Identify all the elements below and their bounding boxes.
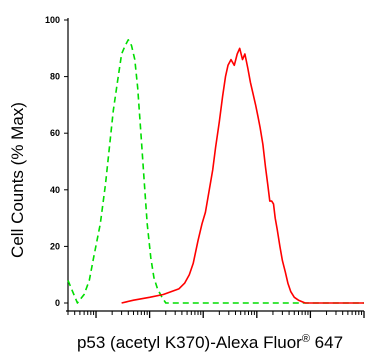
series-line-control xyxy=(67,39,364,304)
y-axis-label: Cell Counts (% Max) xyxy=(8,102,27,258)
y-tick-label: 100 xyxy=(45,15,60,25)
series-layer xyxy=(67,39,364,304)
y-tick-label: 0 xyxy=(55,298,60,308)
y-tick-label: 20 xyxy=(50,241,60,251)
x-axis-label-registered: ® xyxy=(302,333,310,345)
y-tick-label: 60 xyxy=(50,128,60,138)
x-axis-label-tail: 647 xyxy=(310,333,343,352)
x-axis-label: p53 (acetyl K370)-Alexa Fluor® 647 xyxy=(77,333,343,352)
series-line-sample xyxy=(121,47,364,304)
y-tick-label: 80 xyxy=(50,72,60,82)
axes: 0 20 40 60 80 100 xyxy=(45,15,365,318)
y-tick-label: 40 xyxy=(50,185,60,195)
x-axis-label-main: p53 (acetyl K370)-Alexa Fluor xyxy=(77,333,302,352)
